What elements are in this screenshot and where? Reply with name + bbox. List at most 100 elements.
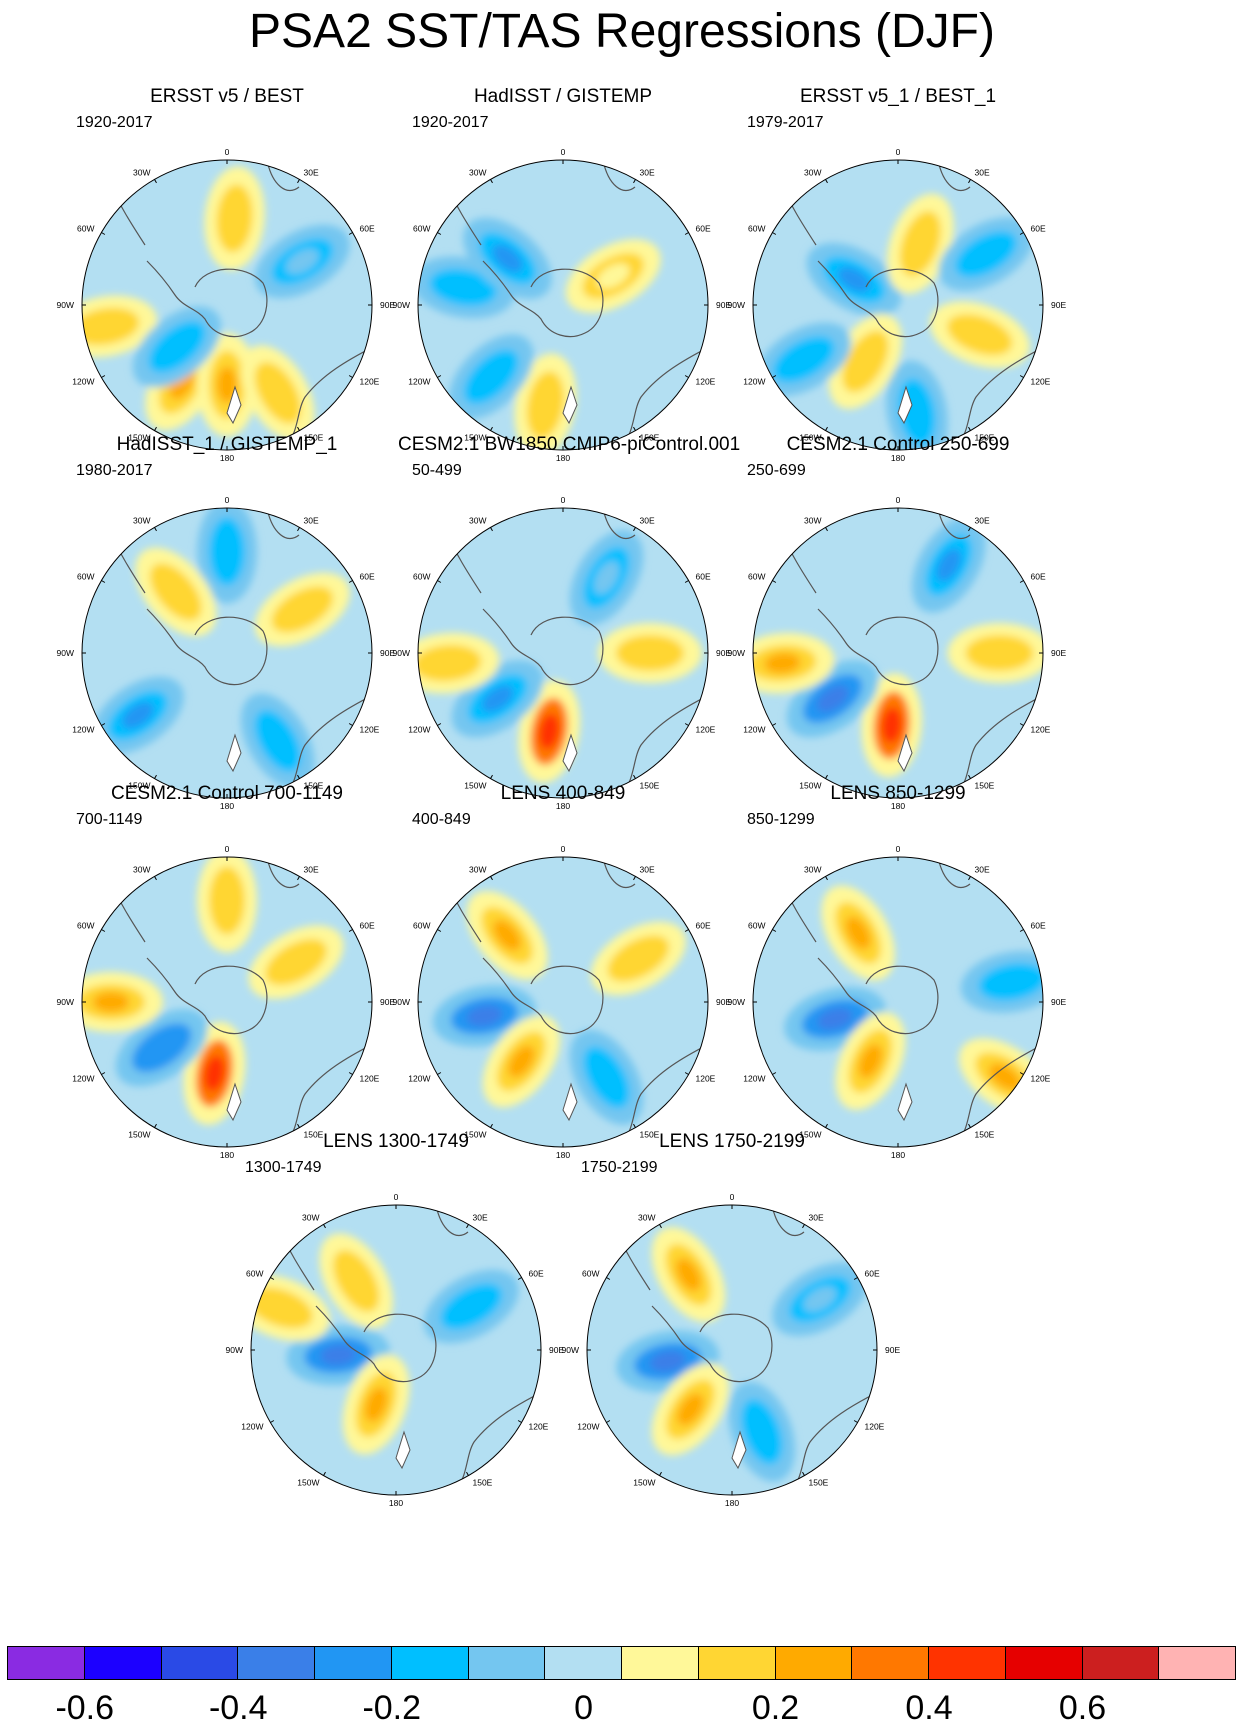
anomaly-core bbox=[596, 263, 630, 289]
anomaly-core bbox=[750, 1414, 773, 1450]
longitude-label: 90E bbox=[1051, 648, 1066, 658]
anomaly-core bbox=[265, 724, 291, 758]
anomaly-core bbox=[204, 1055, 225, 1092]
anomaly-core bbox=[93, 992, 129, 1012]
longitude-label: 180 bbox=[389, 1498, 403, 1508]
longitude-tick bbox=[684, 232, 689, 235]
new-zealand bbox=[897, 733, 913, 773]
colorbar bbox=[7, 1646, 1236, 1680]
panel-title: LENS 1750-2199 bbox=[659, 1131, 805, 1152]
longitude-label: 120E bbox=[865, 1422, 885, 1432]
panel-title: ERSST v5_1 / BEST_1 bbox=[799, 86, 997, 107]
antarctica-coastline bbox=[817, 260, 939, 338]
panel-period: 250-699 bbox=[747, 462, 806, 479]
panel-title: HadISST_1 / GISTEMP_1 bbox=[116, 434, 338, 455]
antarctica-coastline bbox=[482, 957, 604, 1035]
colorbar-tick-label: 0 bbox=[574, 1689, 594, 1727]
longitude-label: 60E bbox=[696, 572, 711, 582]
anomaly-core bbox=[161, 333, 193, 361]
longitude-tick bbox=[101, 232, 106, 235]
anomaly-core bbox=[787, 346, 821, 372]
map-panel: 0 30E 60E 90E 120E 150E 180 150W 120W 90W 60W 30W CE… bbox=[728, 433, 1067, 811]
longitude-tick bbox=[1019, 723, 1024, 726]
longitude-label: 0 bbox=[730, 1192, 735, 1202]
anomaly-core bbox=[481, 685, 514, 712]
longitude-label: 150E bbox=[304, 433, 324, 443]
longitude-tick bbox=[348, 580, 353, 583]
longitude-label: 0 bbox=[561, 844, 566, 854]
longitude-label: 30E bbox=[809, 1212, 824, 1222]
longitude-label: 0 bbox=[225, 147, 230, 157]
map-panel: 0 30E 60E 90E 120E 150E 180 150W 120W 90W 60W 30W ER… bbox=[728, 85, 1067, 463]
longitude-label: 30E bbox=[304, 167, 319, 177]
antarctica-coastline bbox=[146, 608, 268, 686]
longitude-tick bbox=[1019, 929, 1024, 932]
longitude-tick bbox=[297, 1123, 300, 1128]
longitude-tick bbox=[802, 1224, 805, 1229]
colorbar-swatch bbox=[1081, 1646, 1160, 1680]
colorbar-swatch bbox=[390, 1646, 469, 1680]
australia-coastline bbox=[957, 344, 1043, 446]
longitude-tick bbox=[968, 774, 971, 779]
longitude-label: 60W bbox=[582, 1269, 599, 1279]
anomaly-core bbox=[677, 1393, 704, 1426]
longitude-tick bbox=[684, 375, 689, 378]
australia-coastline bbox=[286, 692, 372, 794]
longitude-label: 30W bbox=[469, 167, 486, 177]
map-panel: 0 30E 60E 90E 120E 150E 180 150W 120W 90W 60W 30W Ha… bbox=[57, 433, 396, 811]
panel-title: CESM2.1 Control 700-1149 bbox=[111, 783, 343, 804]
colorbar-swatch bbox=[7, 1646, 85, 1680]
anomaly-core bbox=[994, 971, 1031, 993]
longitude-label: 30E bbox=[304, 515, 319, 525]
longitude-tick bbox=[154, 426, 157, 431]
longitude-label: 30W bbox=[302, 1212, 319, 1222]
anomaly-core bbox=[594, 1060, 619, 1094]
polar-map: 0 30E 60E 90E 120E 150E 180 150W 120W 90W 60W 30W bbox=[57, 147, 396, 463]
longitude-label: 90W bbox=[728, 997, 745, 1007]
longitude-label: 30W bbox=[469, 864, 486, 874]
polar-map: 0 30E 60E 90E 120E 150E 180 150W 120W 90W 60W 30W bbox=[226, 1192, 565, 1508]
longitude-label: 150W bbox=[128, 433, 150, 443]
longitude-label: 60E bbox=[1031, 224, 1046, 234]
polar-map: 0 30E 60E 90E 120E 150E 180 150W 120W 90W 60W 30W bbox=[393, 147, 732, 463]
colorbar-swatch bbox=[160, 1646, 239, 1680]
longitude-label: 150E bbox=[304, 1130, 324, 1140]
anomaly-core bbox=[285, 597, 319, 622]
longitude-tick bbox=[101, 1072, 106, 1075]
longitude-tick bbox=[490, 876, 493, 881]
longitude-tick bbox=[853, 1420, 858, 1423]
longitude-label: 90E bbox=[1051, 300, 1066, 310]
australia-coastline bbox=[622, 692, 708, 794]
longitude-label: 60E bbox=[865, 1269, 880, 1279]
longitude-tick bbox=[154, 774, 157, 779]
longitude-tick bbox=[772, 929, 777, 932]
longitude-label: 60W bbox=[246, 1269, 263, 1279]
longitude-tick bbox=[853, 1277, 858, 1280]
longitude-tick bbox=[1019, 232, 1024, 235]
anomaly-core bbox=[343, 1264, 369, 1298]
anomaly-core bbox=[145, 1034, 178, 1061]
panel-period: 400-849 bbox=[412, 811, 471, 828]
longitude-label: 150W bbox=[464, 433, 486, 443]
longitude-tick bbox=[1019, 1072, 1024, 1075]
longitude-label: 150W bbox=[128, 781, 150, 791]
longitude-label: 30W bbox=[133, 864, 150, 874]
longitude-label: 150E bbox=[473, 1478, 493, 1488]
longitude-label: 150W bbox=[128, 1130, 150, 1140]
longitude-label: 90E bbox=[380, 997, 395, 1007]
polar-map: 0 30E 60E 90E 120E 150E 180 150W 120W 90W 60W 30W bbox=[393, 495, 732, 811]
longitude-label: 90W bbox=[393, 300, 410, 310]
longitude-tick bbox=[297, 876, 300, 881]
longitude-label: 150W bbox=[464, 1130, 486, 1140]
longitude-label: 0 bbox=[394, 1192, 399, 1202]
longitude-label: 60W bbox=[748, 572, 765, 582]
longitude-tick bbox=[490, 1123, 493, 1128]
longitude-label: 180 bbox=[725, 1498, 739, 1508]
longitude-label: 90W bbox=[393, 648, 410, 658]
anomaly-core bbox=[508, 1045, 535, 1078]
longitude-label: 60E bbox=[360, 921, 375, 931]
anomaly-core bbox=[265, 376, 291, 410]
longitude-tick bbox=[348, 375, 353, 378]
longitude-label: 30E bbox=[640, 864, 655, 874]
panel-period: 1300-1749 bbox=[245, 1159, 322, 1176]
